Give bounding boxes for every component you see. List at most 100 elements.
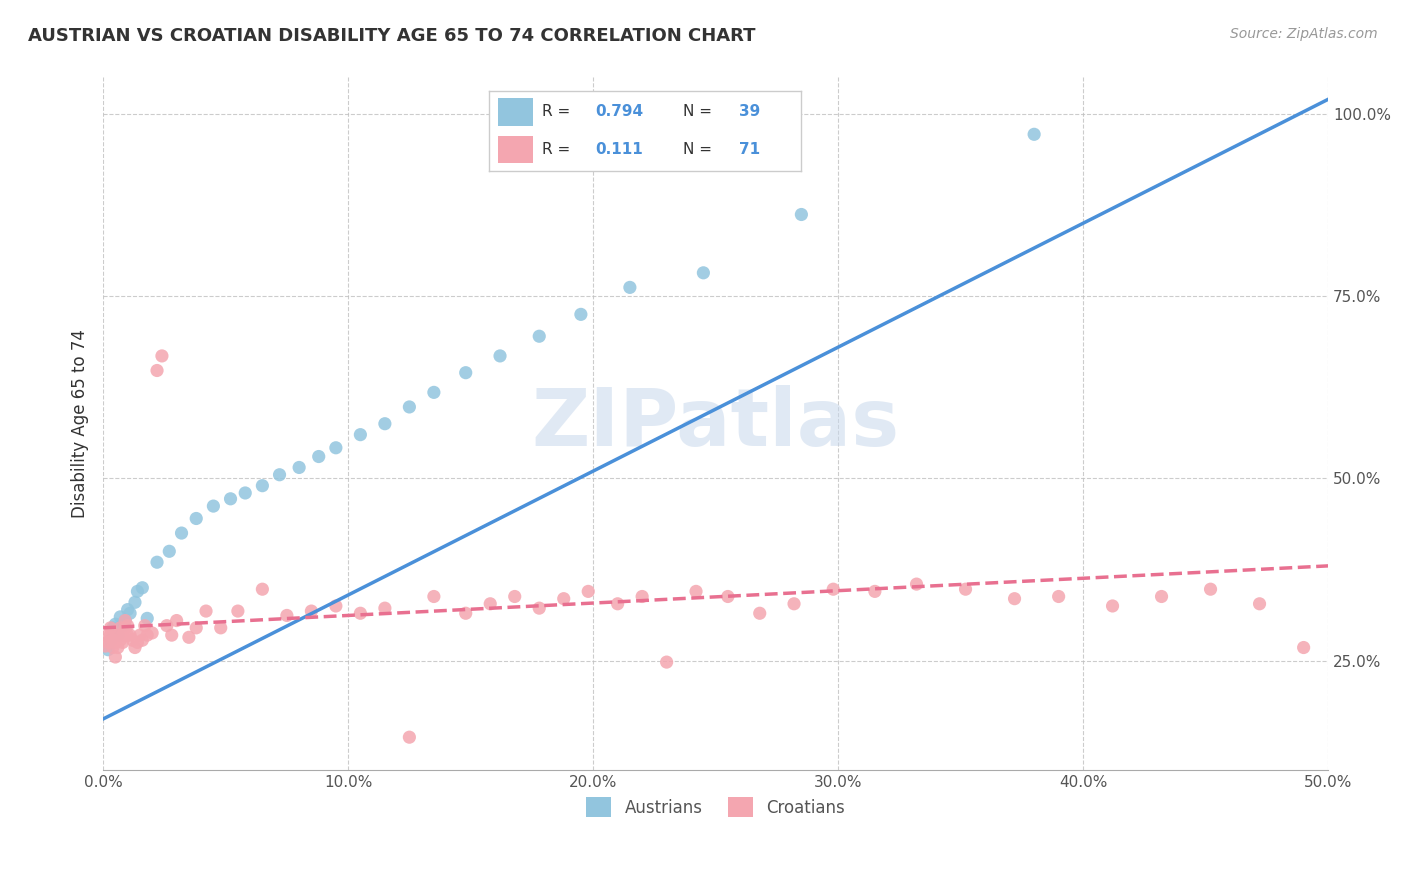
Point [117,618,139,632]
Point [299,604,322,618]
Point [114,614,136,628]
Point [1292,640,1315,655]
Point [97,635,120,649]
Point [1150,590,1173,604]
Point [226,604,249,618]
Point [107,628,129,642]
Point [104,635,127,649]
Point [107,640,129,655]
Point [252,478,274,492]
Point [94,639,117,653]
Point [100,621,122,635]
Point [120,607,142,621]
Point [529,601,551,615]
Point [117,628,139,642]
Point [111,618,134,632]
Point [655,655,678,669]
Point [195,604,218,618]
Point [219,491,242,506]
Point [160,628,183,642]
Point [141,626,163,640]
Point [146,555,169,569]
Point [131,633,153,648]
Point [569,307,592,321]
Text: ZIPatlas: ZIPatlas [531,384,900,463]
Point [269,467,291,482]
Point [606,597,628,611]
Point [479,597,502,611]
Point [170,526,193,541]
Point [131,581,153,595]
Point [124,640,146,655]
Point [423,590,446,604]
Point [308,450,330,464]
Point [202,499,225,513]
Point [823,582,845,597]
Point [110,621,132,635]
Point [374,417,396,431]
Y-axis label: Disability Age 65 to 74: Disability Age 65 to 74 [72,329,89,518]
Point [349,607,371,621]
Point [454,607,477,621]
Point [1329,590,1351,604]
Point [117,602,139,616]
Point [111,635,134,649]
Point [325,599,347,613]
Point [127,635,149,649]
Point [107,628,129,642]
Point [790,207,813,221]
Point [905,577,928,591]
Point [748,607,770,621]
Point [692,266,714,280]
Point [398,400,420,414]
Point [423,385,446,400]
Point [186,511,208,525]
Point [177,630,200,644]
Point [955,582,977,597]
Point [398,730,420,744]
Point [252,582,274,597]
Point [128,628,150,642]
Point [110,610,132,624]
Point [111,628,134,642]
Point [489,349,512,363]
Point [717,590,740,604]
Point [104,617,127,632]
Point [127,584,149,599]
Point [121,633,143,648]
Point [288,460,311,475]
Point [529,329,551,343]
Point [120,628,142,642]
Point [124,595,146,609]
Point [576,584,599,599]
Point [110,633,132,648]
Point [166,614,188,628]
Point [685,584,707,599]
Point [97,642,120,657]
Point [134,618,156,632]
Point [863,584,886,599]
Point [783,597,806,611]
Point [114,621,136,635]
Point [186,621,208,635]
Point [454,366,477,380]
Point [136,628,159,642]
Point [150,349,173,363]
Point [619,280,641,294]
Point [104,650,127,665]
Point [157,544,180,558]
Point [101,640,124,655]
Point [114,614,136,628]
Point [101,621,124,635]
Text: Source: ZipAtlas.com: Source: ZipAtlas.com [1230,27,1378,41]
Point [100,633,122,648]
Legend: Austrians, Croatians: Austrians, Croatians [579,790,852,824]
Point [631,590,654,604]
Point [1004,591,1026,606]
Point [553,591,575,606]
Point [503,590,526,604]
Point [374,601,396,615]
Point [97,628,120,642]
Point [101,628,124,642]
Point [349,427,371,442]
